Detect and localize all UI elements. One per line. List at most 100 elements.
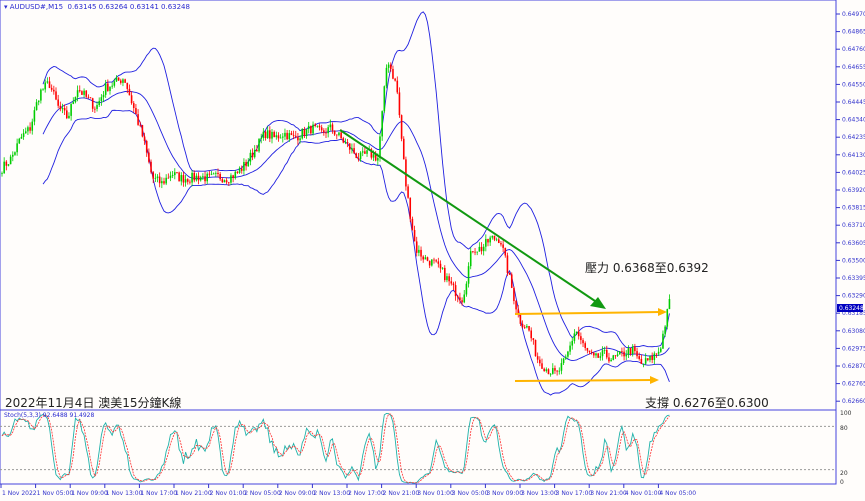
candle-body (312, 124, 314, 134)
candle-body (217, 172, 219, 175)
time-tick-label: 2 Nov 21:00 (383, 490, 420, 497)
stoch-label: Stoch(5,3,3) 92.6488 91.4928 (4, 412, 95, 419)
candle-body (549, 373, 552, 375)
candle-body (634, 346, 636, 352)
candle-body (117, 77, 120, 81)
candle-body (12, 154, 14, 157)
price-tick-label: 0.64235 (842, 134, 865, 141)
candle-body (225, 180, 228, 183)
candle-body (435, 260, 437, 262)
candle-body (37, 100, 40, 103)
price-tick-label: 0.63500 (842, 257, 865, 264)
candle-body (510, 274, 513, 288)
time-tick-label: 2 Nov 09:00 (279, 490, 316, 497)
candle-body (500, 243, 502, 245)
candle-body (35, 102, 38, 111)
candle-body (448, 276, 450, 282)
candle-body (610, 359, 612, 362)
candle-body (57, 99, 59, 106)
candle-body (240, 168, 243, 171)
candle-body (359, 152, 362, 160)
candle-body (186, 179, 189, 182)
candle-body (66, 110, 68, 119)
candle-body (163, 181, 165, 184)
candle-body (271, 131, 273, 139)
candle-body (14, 152, 16, 155)
candle-body (567, 351, 569, 357)
candle-body (485, 238, 487, 247)
price-tick-label: 0.63815 (842, 205, 865, 212)
candle-body (195, 175, 198, 181)
candle-body (275, 135, 278, 138)
time-tick-label: 3 Nov 09:00 (486, 490, 523, 497)
candle-body (387, 64, 390, 68)
candle-body (381, 111, 383, 137)
price-tick-label: 0.64340 (842, 117, 865, 124)
candle-body (89, 97, 92, 99)
candle-body (569, 345, 571, 352)
candle-body (167, 177, 170, 179)
candle-body (547, 369, 550, 375)
price-tick-label: 0.62975 (842, 345, 865, 352)
candle-body (662, 333, 664, 349)
candle-body (204, 176, 206, 182)
candle-body (9, 156, 12, 165)
candle-body (91, 98, 94, 109)
candle-body (249, 152, 252, 162)
ohlc-values: 0.63145 0.63264 0.63141 0.63248 (67, 3, 190, 11)
price-tick-label: 0.64865 (842, 29, 865, 36)
candle-body (644, 358, 647, 364)
candle-body (344, 142, 347, 143)
candle-body (176, 172, 178, 173)
candle-body (580, 336, 582, 341)
time-tick-label: 1 Nov 13:00 (106, 490, 143, 497)
candle-body (96, 105, 98, 109)
candle-body (251, 152, 254, 158)
price-tick-label: 0.63605 (842, 240, 865, 247)
candle-body (81, 91, 83, 95)
candle-body (310, 125, 312, 134)
candle-body (623, 351, 625, 357)
candle-body (482, 246, 485, 252)
candle-body (446, 276, 448, 281)
candle-body (120, 80, 122, 83)
price-tick-label: 0.62870 (842, 363, 865, 370)
price-tick-label: 0.63290 (842, 293, 865, 300)
candle-body (424, 257, 427, 260)
candle-body (664, 326, 666, 334)
price-tick-label: 0.64760 (842, 46, 865, 53)
resistance-annotation: 壓力 0.6368至0.6392 (585, 261, 709, 275)
candle-body (554, 368, 556, 371)
candle-body (372, 154, 375, 158)
stoch-level-0: 0 (840, 479, 844, 486)
candle-body (552, 368, 554, 374)
candle-body (351, 148, 353, 150)
candle-body (465, 283, 468, 295)
candle-body (413, 229, 416, 242)
candle-body (647, 358, 649, 361)
candle-body (379, 136, 381, 159)
candle-body (469, 251, 472, 267)
candle-body (370, 149, 373, 158)
candle-body (24, 131, 27, 134)
stoch-level-80: 80 (840, 425, 848, 432)
candle-body (653, 353, 656, 360)
candle-body (262, 131, 265, 139)
time-tick-label: 1 Nov 2022 (2, 490, 37, 497)
time-tick-label: 1 Nov 09:00 (71, 490, 108, 497)
candle-body (258, 138, 260, 152)
candle-body (139, 124, 142, 126)
candle-body (206, 173, 208, 182)
candle-body (184, 179, 187, 183)
candle-body (504, 247, 507, 256)
resistance-arrow-head (658, 308, 667, 316)
candle-body (290, 133, 293, 135)
candle-body (215, 172, 217, 174)
candle-body (152, 172, 154, 179)
candle-body (323, 130, 325, 133)
price-tick-label: 0.64445 (842, 99, 865, 106)
candle-body (16, 143, 18, 153)
candle-body (357, 157, 360, 160)
candle-body (135, 108, 137, 115)
